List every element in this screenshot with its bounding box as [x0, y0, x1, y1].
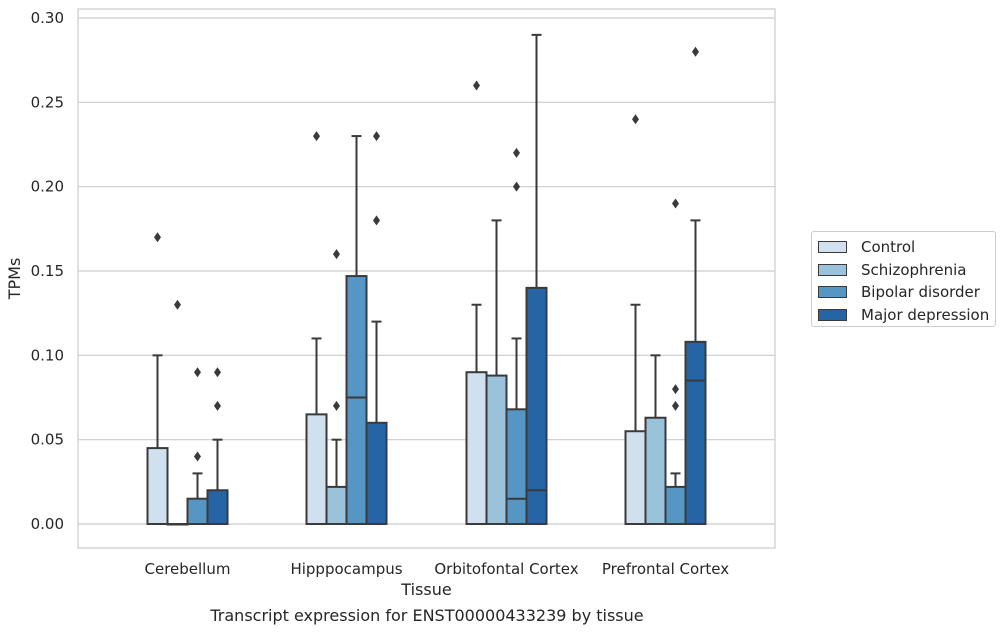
box-body — [325, 485, 348, 526]
plot-frame — [77, 8, 776, 549]
outlier-point — [513, 147, 520, 158]
x-tick-label: Orbitofontal Cortex — [434, 560, 578, 578]
legend-item: Major depression — [818, 304, 995, 327]
x-tick-label: Hipppocampus — [290, 560, 402, 578]
outlier-point — [313, 131, 320, 142]
y-tick-label: 0.00 — [31, 515, 64, 533]
outlier-point — [672, 384, 679, 395]
box-body — [664, 485, 687, 526]
legend-label: Bipolar disorder — [861, 283, 980, 302]
box-bipolar-disorder-4 — [664, 198, 687, 526]
box-body — [684, 340, 707, 525]
legend-swatch — [818, 263, 847, 276]
outlier-point — [672, 198, 679, 209]
outlier-point — [194, 367, 201, 378]
chart-caption: Transcript expression for ENST0000043323… — [210, 606, 644, 625]
box-major-depression-2 — [365, 131, 388, 525]
box-body — [186, 497, 209, 526]
box-major-depression-1 — [206, 367, 229, 525]
box-body — [345, 275, 368, 525]
legend-label: Control — [861, 238, 916, 257]
outlier-point — [214, 400, 221, 411]
y-tick-label: 0.10 — [31, 346, 64, 364]
x-tick-label: Cerebellum — [145, 560, 231, 578]
y-tick-label: 0.05 — [31, 431, 64, 449]
box-bipolar-disorder-1 — [186, 367, 209, 526]
box-body — [365, 421, 388, 525]
legend-swatch — [818, 241, 847, 254]
outlier-point — [473, 80, 480, 91]
outlier-point — [333, 249, 340, 260]
outlier-point — [513, 181, 520, 192]
legend-item: Bipolar disorder — [818, 281, 995, 304]
box-body — [146, 447, 169, 526]
legend-label: Schizophrenia — [861, 260, 967, 279]
y-axis-label: TPMs — [5, 258, 24, 301]
outlier-point — [373, 131, 380, 142]
outlier-point — [632, 114, 639, 125]
y-axis-ticks: 0.00 0.05 0.10 0.15 0.20 0.25 0.30 — [31, 9, 64, 533]
outlier-point — [672, 400, 679, 411]
box-schizophrenia-3 — [485, 219, 508, 525]
box-control-4 — [624, 114, 647, 526]
y-tick-label: 0.30 — [31, 9, 64, 27]
box-bipolar-disorder-2 — [345, 135, 368, 525]
outlier-point — [333, 400, 340, 411]
box-major-depression-3 — [525, 33, 548, 525]
y-tick-label: 0.25 — [31, 93, 64, 111]
legend-item: Schizophrenia — [818, 259, 995, 282]
box-control-3 — [465, 80, 488, 526]
gridlines — [78, 17, 775, 525]
legend-swatch — [818, 308, 847, 321]
box-major-depression-4 — [684, 46, 707, 525]
y-tick-label: 0.15 — [31, 262, 64, 280]
outlier-point — [154, 232, 161, 243]
box-body — [624, 430, 647, 526]
legend: Control Schizophrenia Bipolar disorder Majo… — [811, 231, 996, 327]
box-body — [305, 413, 328, 525]
box-schizophrenia-2 — [325, 249, 348, 526]
x-tick-label: Prefrontal Cortex — [602, 560, 729, 578]
legend-swatch — [818, 286, 847, 299]
box-control-1 — [146, 232, 169, 526]
box-body — [525, 286, 548, 525]
box-bipolar-disorder-3 — [505, 147, 528, 526]
legend-label: Major depression — [861, 305, 990, 324]
outlier-point — [194, 451, 201, 462]
box-body — [505, 408, 528, 526]
box-body — [644, 416, 667, 525]
x-axis-ticks: Cerebellum Hipppocampus Orbitofontal Corte… — [145, 560, 730, 578]
outlier-point — [373, 215, 380, 226]
box-body — [465, 371, 488, 526]
outlier-point — [692, 46, 699, 57]
box-schizophrenia-1 — [166, 299, 189, 526]
box-body — [485, 374, 508, 525]
box-plot-series — [146, 33, 707, 526]
legend-item: Control — [818, 236, 995, 259]
y-tick-label: 0.20 — [31, 178, 64, 196]
x-axis-label: Tissue — [400, 580, 451, 599]
outlier-point — [214, 367, 221, 378]
outlier-point — [174, 299, 181, 310]
box-body — [206, 489, 229, 525]
box-control-2 — [305, 131, 328, 525]
box-schizophrenia-4 — [644, 354, 667, 525]
